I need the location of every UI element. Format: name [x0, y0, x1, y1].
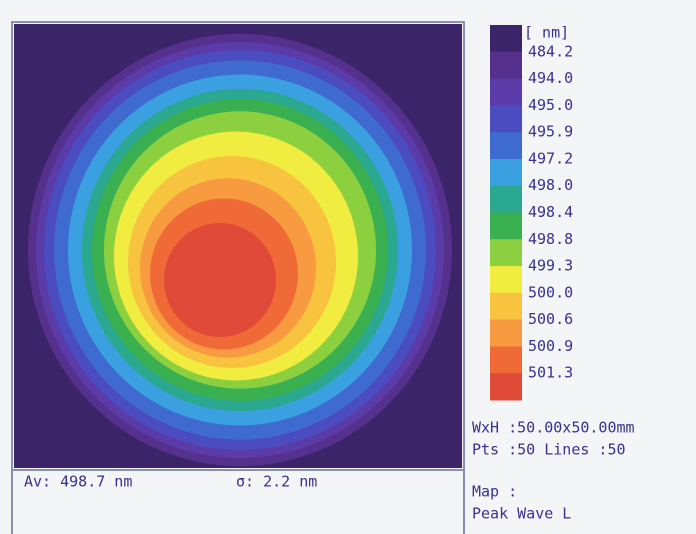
map-label: Map : [472, 483, 517, 501]
map-ring [164, 222, 276, 338]
legend-swatch [490, 185, 522, 213]
legend-label: 500.6 [528, 310, 573, 328]
map-name: Peak Wave L [472, 505, 571, 523]
legend-label: 495.9 [528, 123, 573, 141]
average: Av: 498.7 nm [24, 473, 132, 491]
legend-label: 500.0 [528, 283, 573, 301]
legend-label: 501.3 [528, 364, 573, 382]
legend-swatch [490, 132, 522, 160]
legend-swatch [490, 319, 522, 347]
legend-label: 484.2 [528, 42, 573, 60]
legend-label: 497.2 [528, 149, 573, 167]
legend-swatch [490, 239, 522, 267]
map-frame [11, 21, 465, 471]
legend-swatch [490, 25, 522, 53]
legend-label: 498.4 [528, 203, 573, 221]
legend-swatch [490, 78, 522, 106]
legend-swatch [490, 51, 522, 80]
legend-swatch [490, 158, 522, 187]
legend-swatch [490, 266, 522, 294]
size-info: WxH :50.00x50.00mm [472, 419, 635, 437]
legend-label: 495.0 [528, 96, 573, 114]
legend-swatch [490, 346, 522, 374]
legend-label: 500.9 [528, 337, 573, 355]
legend-swatch [490, 373, 522, 401]
legend-label: 498.0 [528, 176, 573, 194]
legend-label: 494.0 [528, 69, 573, 87]
legend-swatch [490, 292, 522, 321]
sigma: σ: 2.2 nm [236, 473, 317, 491]
legend-label: 499.3 [528, 257, 573, 275]
legend-swatch [490, 105, 522, 133]
legend: 484.2 494.0 495.0 495.9 497.2 498.0 498.4 498.8… [490, 25, 573, 401]
map [14, 24, 462, 468]
points-info: Pts :50 Lines :50 [472, 441, 626, 459]
legend-label: 498.8 [528, 230, 573, 248]
legend-swatch [490, 212, 522, 240]
legend-unit: [ nm] [524, 24, 569, 42]
